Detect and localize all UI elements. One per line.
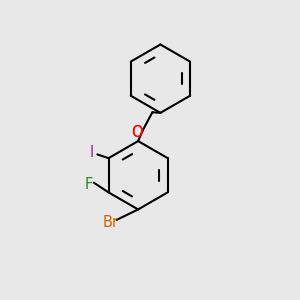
Text: O: O	[131, 125, 142, 140]
Text: F: F	[84, 177, 93, 192]
Text: Br: Br	[103, 215, 119, 230]
Text: O: O	[131, 125, 142, 140]
Text: I: I	[90, 146, 94, 160]
